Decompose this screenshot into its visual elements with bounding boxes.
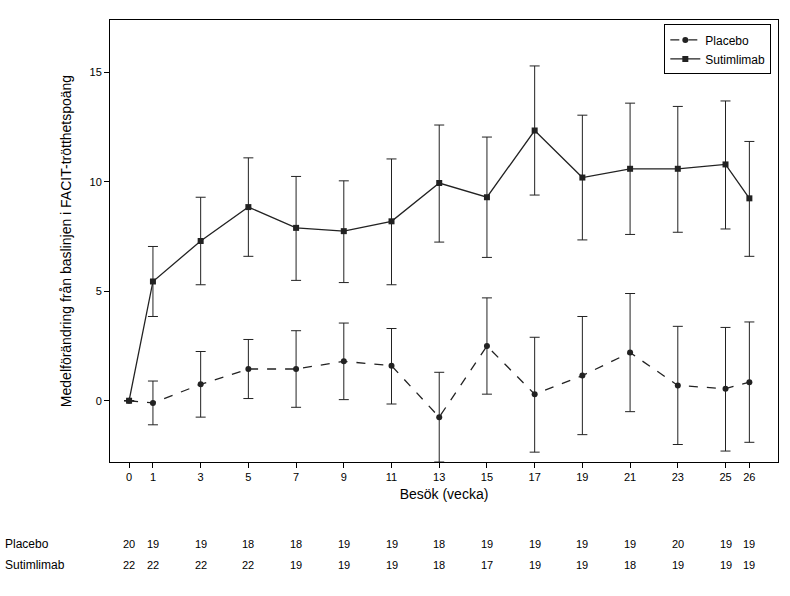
svg-text:22: 22 — [123, 559, 135, 571]
svg-text:19: 19 — [743, 538, 755, 550]
svg-text:19: 19 — [290, 559, 302, 571]
svg-text:19: 19 — [338, 559, 350, 571]
svg-text:Placebo: Placebo — [5, 537, 49, 551]
svg-text:18: 18 — [290, 538, 302, 550]
svg-text:18: 18 — [433, 538, 445, 550]
svg-text:18: 18 — [433, 559, 445, 571]
svg-text:17: 17 — [481, 559, 493, 571]
svg-text:25: 25 — [719, 471, 731, 483]
svg-text:Sutimlimab: Sutimlimab — [705, 53, 765, 67]
svg-text:1: 1 — [150, 471, 156, 483]
svg-text:Sutimlimab: Sutimlimab — [5, 558, 65, 572]
svg-text:22: 22 — [195, 559, 207, 571]
svg-text:22: 22 — [242, 559, 254, 571]
svg-text:19: 19 — [195, 538, 207, 550]
svg-text:18: 18 — [242, 538, 254, 550]
svg-text:19: 19 — [720, 559, 732, 571]
svg-text:Medelförändring från baslinjen: Medelförändring från baslinjen i FACIT-t… — [58, 75, 74, 407]
svg-text:Placebo: Placebo — [705, 34, 749, 48]
svg-text:3: 3 — [198, 471, 204, 483]
svg-text:7: 7 — [293, 471, 299, 483]
svg-text:19: 19 — [743, 559, 755, 571]
svg-text:21: 21 — [624, 471, 636, 483]
svg-text:19: 19 — [386, 538, 398, 550]
svg-text:23: 23 — [672, 471, 684, 483]
svg-text:19: 19 — [624, 538, 636, 550]
svg-text:0: 0 — [96, 395, 102, 407]
svg-text:0: 0 — [126, 471, 132, 483]
svg-text:26: 26 — [743, 471, 755, 483]
svg-text:19: 19 — [576, 471, 588, 483]
svg-text:19: 19 — [147, 538, 159, 550]
svg-text:15: 15 — [481, 471, 493, 483]
svg-text:5: 5 — [245, 471, 251, 483]
svg-text:19: 19 — [529, 538, 541, 550]
svg-text:20: 20 — [123, 538, 135, 550]
svg-text:5: 5 — [96, 285, 102, 297]
svg-text:17: 17 — [529, 471, 541, 483]
svg-text:19: 19 — [338, 538, 350, 550]
svg-text:9: 9 — [341, 471, 347, 483]
svg-text:19: 19 — [672, 559, 684, 571]
svg-text:Besök (vecka): Besök (vecka) — [400, 486, 489, 502]
svg-text:22: 22 — [147, 559, 159, 571]
svg-text:19: 19 — [481, 538, 493, 550]
svg-text:19: 19 — [576, 538, 588, 550]
svg-text:20: 20 — [672, 538, 684, 550]
svg-text:11: 11 — [386, 471, 397, 483]
svg-text:19: 19 — [720, 538, 732, 550]
svg-text:13: 13 — [433, 471, 445, 483]
svg-text:15: 15 — [90, 66, 102, 78]
svg-text:19: 19 — [386, 559, 398, 571]
svg-text:19: 19 — [576, 559, 588, 571]
svg-text:18: 18 — [624, 559, 636, 571]
svg-text:19: 19 — [529, 559, 541, 571]
svg-text:10: 10 — [90, 176, 102, 188]
